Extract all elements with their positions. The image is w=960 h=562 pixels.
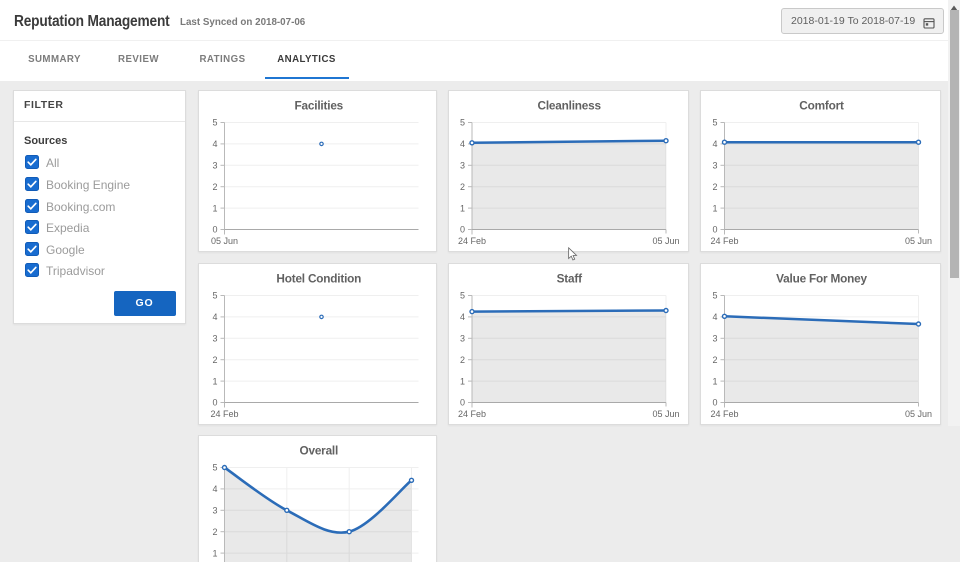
svg-text:2: 2: [712, 182, 717, 192]
svg-text:24 Feb: 24 Feb: [210, 409, 238, 419]
svg-text:0: 0: [712, 225, 717, 235]
svg-text:0: 0: [212, 397, 217, 407]
svg-text:4: 4: [460, 139, 465, 149]
svg-text:1: 1: [712, 376, 717, 386]
svg-text:1: 1: [212, 203, 217, 213]
svg-text:1: 1: [460, 203, 465, 213]
svg-text:2: 2: [212, 526, 217, 536]
svg-text:3: 3: [712, 333, 717, 343]
svg-text:5: 5: [712, 118, 717, 128]
svg-text:Value For Money: Value For Money: [776, 271, 867, 285]
svg-text:3: 3: [212, 161, 217, 171]
svg-text:0: 0: [712, 397, 717, 407]
svg-text:3: 3: [460, 161, 465, 171]
svg-text:4: 4: [212, 312, 217, 322]
svg-text:5: 5: [212, 118, 217, 128]
svg-text:2: 2: [212, 182, 217, 192]
svg-text:2: 2: [712, 354, 717, 364]
svg-text:Facilities: Facilities: [294, 99, 343, 113]
svg-text:24 Feb: 24 Feb: [458, 236, 486, 246]
svg-text:5: 5: [712, 290, 717, 300]
svg-text:2: 2: [212, 354, 217, 364]
svg-text:2: 2: [460, 182, 465, 192]
svg-text:5: 5: [212, 462, 217, 472]
svg-text:5: 5: [212, 290, 217, 300]
svg-text:Staff: Staff: [557, 271, 582, 285]
svg-text:Comfort: Comfort: [799, 99, 844, 113]
svg-text:0: 0: [212, 225, 217, 235]
svg-text:3: 3: [212, 333, 217, 343]
svg-text:Overall: Overall: [299, 443, 338, 457]
svg-text:1: 1: [712, 203, 717, 213]
svg-text:5: 5: [460, 118, 465, 128]
svg-text:4: 4: [212, 484, 217, 494]
svg-text:0: 0: [460, 225, 465, 235]
svg-text:1: 1: [212, 376, 217, 386]
svg-text:Hotel Condition: Hotel Condition: [276, 271, 361, 285]
svg-text:3: 3: [712, 161, 717, 171]
svg-text:4: 4: [460, 312, 465, 322]
svg-text:05 Jun: 05 Jun: [904, 409, 931, 419]
svg-text:05 Jun: 05 Jun: [652, 236, 679, 246]
svg-text:1: 1: [460, 376, 465, 386]
svg-text:05 Jun: 05 Jun: [904, 236, 931, 246]
svg-text:2: 2: [460, 354, 465, 364]
svg-text:3: 3: [460, 333, 465, 343]
svg-text:24 Feb: 24 Feb: [458, 409, 486, 419]
svg-text:05 Jun: 05 Jun: [652, 409, 679, 419]
svg-text:4: 4: [212, 139, 217, 149]
svg-text:05 Jun: 05 Jun: [210, 236, 237, 246]
svg-text:5: 5: [460, 290, 465, 300]
svg-text:24 Feb: 24 Feb: [710, 236, 738, 246]
svg-text:3: 3: [212, 505, 217, 515]
svg-text:4: 4: [712, 139, 717, 149]
svg-text:0: 0: [460, 397, 465, 407]
svg-text:Cleanliness: Cleanliness: [538, 99, 602, 113]
svg-text:4: 4: [712, 312, 717, 322]
svg-text:24 Feb: 24 Feb: [710, 409, 738, 419]
svg-text:1: 1: [212, 548, 217, 558]
